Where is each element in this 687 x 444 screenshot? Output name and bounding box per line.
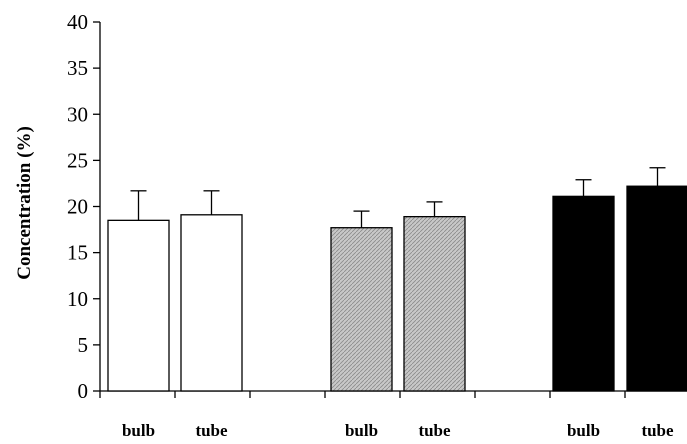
y-axis-ticks: 0 5 10 15 20 25 30 35 40 (67, 10, 100, 403)
y-axis-title: Concentration (%) (14, 126, 35, 280)
bar-tube (180, 214, 243, 392)
bar-tube (403, 215, 466, 392)
y-tick-label: 0 (78, 379, 89, 403)
x-category-label: bulb (567, 421, 600, 440)
y-tick-label: 5 (78, 333, 89, 357)
y-tick-label: 20 (67, 195, 88, 219)
category-labels: bulb tube bulb tube bulb tube (122, 421, 674, 440)
x-category-label: tube (641, 421, 674, 440)
y-tick-label: 35 (67, 56, 88, 80)
bar-bulb (107, 219, 170, 392)
y-tick-label: 40 (67, 10, 88, 34)
bar-tube (626, 185, 687, 392)
x-axis-ticks (99, 391, 626, 398)
y-tick-label: 30 (67, 102, 88, 126)
error-bars (130, 167, 666, 228)
bar-bulb (330, 227, 393, 392)
x-category-label: tube (195, 421, 228, 440)
y-tick-label: 15 (67, 241, 88, 265)
x-category-label: bulb (345, 421, 378, 440)
bars (107, 185, 687, 392)
bar-bulb (552, 195, 615, 392)
y-tick-label: 10 (67, 287, 88, 311)
x-category-label: tube (418, 421, 451, 440)
x-category-label: bulb (122, 421, 155, 440)
y-tick-label: 25 (67, 148, 88, 172)
